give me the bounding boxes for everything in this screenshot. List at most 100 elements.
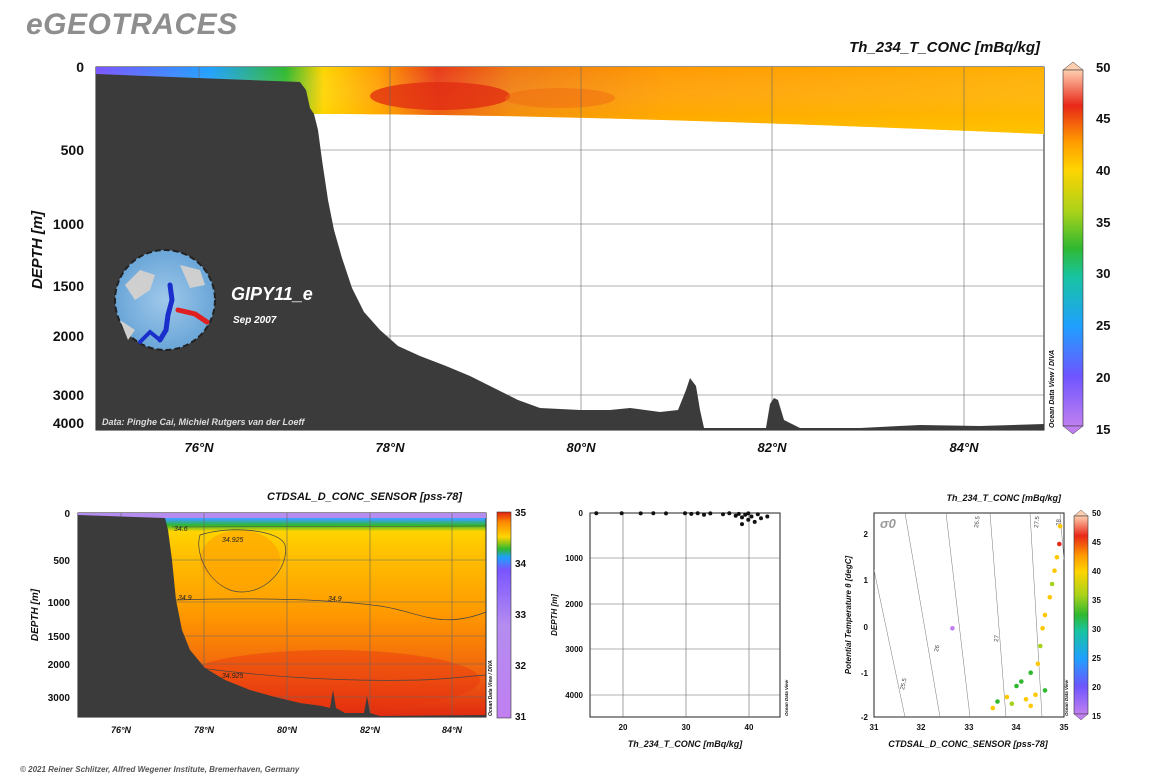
salinity-colorbar-tick: 35 [515, 508, 527, 519]
salinity-colorbar-tick: 34 [515, 559, 527, 570]
salinity-x-tick: 80°N [277, 725, 298, 735]
salinity-contour-label: 34.9 [178, 595, 192, 602]
salinity-x-tick: 76°N [111, 725, 132, 735]
profile-point [708, 511, 713, 516]
ts-x-tick: 35 [1060, 723, 1069, 732]
profile-point [746, 517, 751, 522]
main-x-tick: 78°N [375, 440, 405, 455]
ts-point [1040, 626, 1045, 631]
main-y-tick: 3000 [53, 387, 84, 403]
profile-grid [590, 513, 780, 717]
isopycnal-label: 26.5 [974, 515, 982, 528]
salinity-variable-label: CTDSAL_D_CONC_SENSOR [pss-78] [267, 491, 462, 503]
ts-point [1042, 688, 1048, 693]
ts-point [1028, 703, 1033, 709]
ts-point [1004, 694, 1010, 700]
salinity-y-tick: 1500 [48, 632, 71, 643]
ts-colorbar-tick: 50 [1092, 509, 1101, 518]
salinity-y-tick: 0 [64, 509, 70, 520]
profile-x-tick: 30 [682, 723, 691, 732]
ts-colorbar [1073, 509, 1089, 721]
ts-y-tick: -2 [861, 713, 869, 722]
main-y-tick: 2000 [53, 328, 84, 344]
main-colorbar-tick: 35 [1096, 215, 1110, 230]
salinity-colorbar-tick: 31 [515, 712, 527, 723]
main-colorbar-tick: 30 [1096, 266, 1110, 281]
ts-point [1009, 701, 1015, 706]
main-y-axis-label: DEPTH [m] [29, 210, 46, 289]
main-software-label: Ocean Data View / DIVA [1049, 350, 1056, 428]
isopycnal-lines [873, 512, 1065, 718]
ts-y-axis-label: Potential Temperature θ [degC] [844, 555, 853, 674]
ts-point [1023, 697, 1029, 702]
salinity-contours [171, 525, 487, 681]
profile-point [664, 511, 668, 516]
main-x-tick: 82°N [757, 440, 787, 455]
main-x-tick: 84°N [949, 440, 979, 455]
salinity-contour-label: 34.9 [328, 596, 342, 603]
ts-point [1028, 670, 1033, 675]
ts-point [1049, 581, 1055, 587]
salinity-colorbar-tick: 33 [515, 610, 527, 621]
profile-point [733, 513, 738, 518]
main-colorbar [1062, 61, 1084, 435]
ts-point [1019, 679, 1024, 684]
main-y-tick: 500 [61, 142, 85, 158]
salinity-software-label: Ocean Data View / DIVA [488, 660, 494, 716]
salinity-x-tick: 84°N [442, 725, 463, 735]
ts-x-tick: 32 [917, 723, 926, 732]
station-track-highlight [175, 307, 210, 325]
salinity-y-tick: 2000 [48, 660, 71, 671]
ts-point [1014, 683, 1019, 689]
ts-point [990, 705, 996, 711]
ts-colorbar-tick: 30 [1092, 625, 1101, 634]
ts-point [1057, 541, 1062, 547]
isopycnal-label: 27.5 [1034, 515, 1041, 528]
profile-point [746, 511, 751, 516]
main-colorbar-tick: 25 [1096, 318, 1110, 333]
profile-point [755, 512, 760, 517]
ts-colorbar-tick: 15 [1092, 712, 1101, 721]
ts-y-tick: 1 [864, 576, 869, 585]
ts-colorbar-tick: 25 [1092, 654, 1101, 663]
main-x-tick: 80°N [566, 440, 596, 455]
profile-point [749, 514, 754, 519]
ts-x-tick: 33 [965, 723, 974, 732]
ts-point [1054, 555, 1060, 560]
main-bathymetry [96, 74, 1044, 430]
salinity-y-tick: 500 [53, 556, 70, 567]
ts-point [1042, 612, 1048, 618]
ts-y-tick: 2 [864, 530, 869, 539]
profile-points [594, 511, 770, 527]
ts-points [950, 524, 1063, 711]
ts-plot-panel: 25.5 26 26.5 27 27.5 28 σ0 31 32 33 34 3… [844, 493, 1101, 749]
profile-x-tick: 40 [745, 723, 754, 732]
profile-x-tick: 20 [619, 723, 628, 732]
salinity-contour-label: 34.925 [222, 537, 244, 544]
profile-y-tick: 1000 [565, 554, 583, 563]
main-colorbar-tick: 40 [1096, 163, 1110, 178]
salinity-contour-label: 34.6 [174, 526, 188, 533]
ts-point [1038, 643, 1043, 649]
main-y-tick: 4000 [53, 415, 84, 431]
profile-y-tick: 0 [579, 509, 584, 518]
ts-point [950, 626, 955, 631]
salinity-x-tick: 78°N [194, 725, 215, 735]
main-y-tick: 1500 [53, 278, 84, 294]
profile-point [683, 511, 687, 516]
main-colorbar-tick: 45 [1096, 111, 1110, 126]
isopycnal-label: 28 [1056, 518, 1062, 526]
salinity-y-tick: 3000 [48, 693, 71, 704]
ts-colorbar-tick: 45 [1092, 538, 1101, 547]
profile-y-axis-label: DEPTH [m] [550, 594, 559, 636]
profile-point [736, 511, 741, 516]
profile-point [740, 522, 744, 527]
salinity-colorbar [496, 511, 512, 719]
profile-point [759, 516, 763, 521]
main-colorbar-tick: 50 [1096, 60, 1110, 75]
main-x-tick: 76°N [184, 440, 214, 455]
ts-point [1057, 524, 1063, 529]
profile-software-label: Ocean Data View [784, 679, 789, 716]
salinity-section-panel: 34.925 34.9 34.9 34.925 34.6 0 500 1000 … [30, 491, 527, 735]
ts-point [1047, 595, 1053, 600]
